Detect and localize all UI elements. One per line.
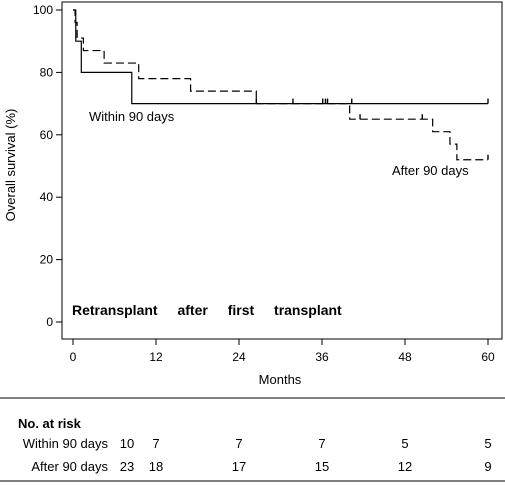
risk-value: 18 bbox=[149, 459, 163, 474]
y-tick-label: 20 bbox=[40, 253, 54, 267]
risk-value: 17 bbox=[232, 459, 246, 474]
risk-value: 5 bbox=[401, 436, 408, 451]
risk-table: Within 90 days 10 7 7 7 5 5 After 90 days 23 18 17… bbox=[23, 436, 492, 474]
x-tick-label: 36 bbox=[315, 350, 329, 364]
survival-curve-within-90-days bbox=[73, 9, 488, 105]
series-layer bbox=[73, 9, 489, 161]
x-tick-label: 48 bbox=[398, 350, 412, 364]
series-label-within-90-days: Within 90 days bbox=[89, 109, 175, 124]
y-tick-label: 0 bbox=[46, 315, 53, 329]
x-tick-label: 0 bbox=[70, 350, 77, 364]
panel-label: Retransplant after first transplant bbox=[72, 302, 342, 318]
x-axis: 0 12 24 36 48 60 bbox=[70, 339, 495, 364]
y-axis: 0 20 40 60 80 100 bbox=[33, 3, 62, 329]
risk-value: 23 bbox=[120, 459, 134, 474]
y-axis-title: Overall survival (%) bbox=[3, 109, 18, 222]
x-tick-label: 12 bbox=[149, 350, 163, 364]
survival-curve-after-90-days bbox=[73, 9, 488, 161]
x-axis-title: Months bbox=[259, 372, 302, 387]
risk-value: 10 bbox=[120, 436, 134, 451]
risk-table-title: No. at risk bbox=[18, 416, 82, 431]
risk-value: 7 bbox=[235, 436, 242, 451]
y-tick-label: 60 bbox=[40, 128, 54, 142]
series-label-after-90-days: After 90 days bbox=[392, 163, 469, 178]
risk-value: 12 bbox=[398, 459, 412, 474]
risk-value: 7 bbox=[152, 436, 159, 451]
y-tick-label: 80 bbox=[40, 65, 54, 79]
x-tick-label: 24 bbox=[232, 350, 246, 364]
risk-value: 7 bbox=[318, 436, 325, 451]
plot-frame bbox=[61, 1, 503, 340]
risk-row-label: Within 90 days bbox=[23, 436, 109, 451]
risk-value: 9 bbox=[484, 459, 491, 474]
risk-value: 15 bbox=[315, 459, 329, 474]
risk-row-label: After 90 days bbox=[31, 459, 108, 474]
x-tick-label: 60 bbox=[481, 350, 495, 364]
risk-value: 5 bbox=[484, 436, 491, 451]
y-tick-label: 100 bbox=[33, 3, 53, 17]
y-tick-label: 40 bbox=[40, 190, 54, 204]
